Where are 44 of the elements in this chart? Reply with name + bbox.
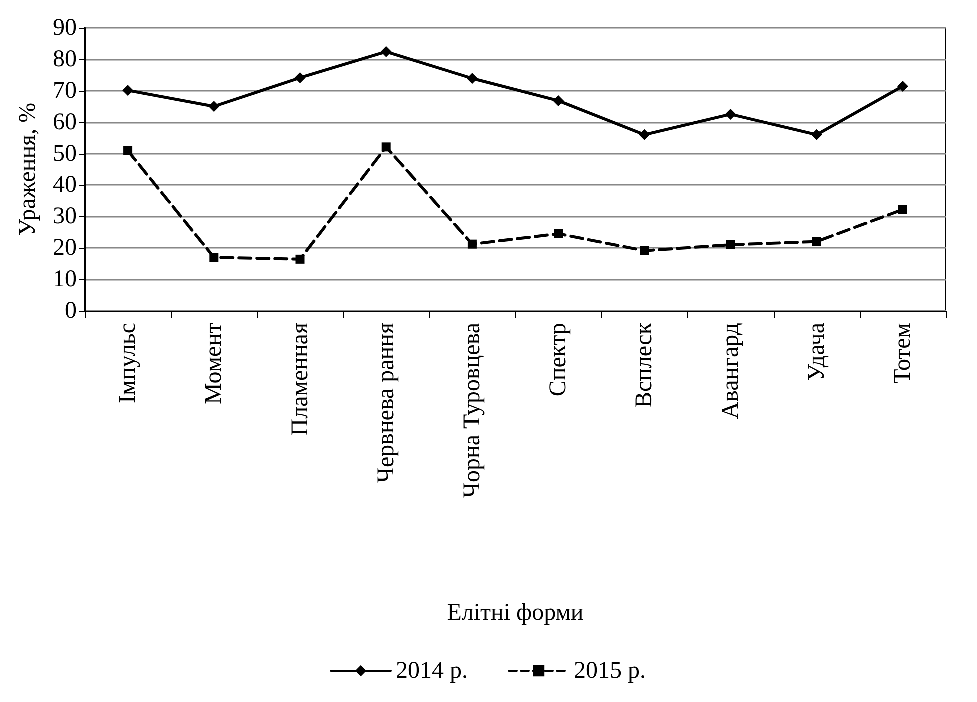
y-tick-label: 60 (53, 109, 77, 136)
y-tick-label: 40 (53, 172, 77, 198)
point (639, 129, 650, 140)
y-tick-label: 80 (53, 46, 77, 72)
y-tick-label: 0 (65, 298, 77, 324)
point (122, 85, 134, 96)
point (382, 142, 391, 152)
point (897, 80, 908, 92)
point (812, 237, 822, 246)
x-tick-label: Удача (804, 322, 830, 382)
point (553, 95, 564, 106)
x-tick-label: Тотем (890, 323, 916, 384)
y-tick-label: 20 (53, 235, 77, 262)
point (380, 46, 392, 58)
y-axis-title: Ураження, % (15, 102, 41, 236)
y-tick-label: 50 (53, 140, 77, 167)
x-tick-label: Пламенная (287, 323, 314, 436)
x-tick-label: Спектр (546, 323, 572, 397)
y-tick-label: 90 (53, 15, 77, 41)
point (811, 129, 822, 140)
point (208, 101, 220, 112)
point (294, 72, 306, 84)
point (554, 229, 564, 238)
y-tick-label: 70 (53, 78, 77, 104)
point (468, 240, 477, 249)
x-tick-label: Всплеск (632, 322, 658, 408)
point (726, 240, 736, 250)
legend-label: 2015 р. (574, 658, 646, 684)
x-tick-label: Момент (201, 322, 228, 404)
point (210, 253, 219, 262)
y-tick-label: 30 (53, 204, 77, 230)
x-tick-label: Червнева рання (373, 323, 400, 484)
x-tick-label: Авангард (718, 323, 744, 420)
point (124, 146, 133, 156)
x-axis-title: Елітні форми (447, 600, 584, 626)
x-tick-label: Чорна Туровцева (459, 322, 486, 498)
point (466, 73, 478, 84)
point (296, 254, 305, 264)
x-tick-label: Імпульс (115, 323, 142, 404)
point (640, 246, 650, 256)
point (898, 205, 908, 214)
legend-label: 2014 р. (396, 658, 468, 684)
y-tick-label: 10 (53, 266, 77, 293)
point (725, 108, 736, 120)
